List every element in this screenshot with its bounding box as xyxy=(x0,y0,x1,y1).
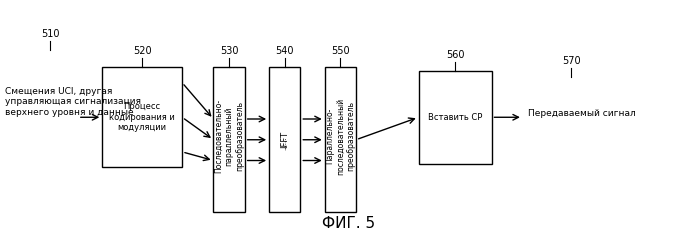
Text: ФИГ. 5: ФИГ. 5 xyxy=(322,216,376,231)
Text: Вставить CP: Вставить CP xyxy=(428,113,482,122)
Text: 540: 540 xyxy=(276,46,294,56)
Text: Процесс
кодирования и
модуляции: Процесс кодирования и модуляции xyxy=(110,102,175,132)
Text: 560: 560 xyxy=(446,50,464,60)
Text: 510: 510 xyxy=(40,29,59,39)
Text: 570: 570 xyxy=(562,56,581,66)
Text: ......: ...... xyxy=(226,136,232,150)
Text: 550: 550 xyxy=(331,46,350,56)
Text: Передаваемый сигнал: Передаваемый сигнал xyxy=(528,109,635,118)
FancyBboxPatch shape xyxy=(214,67,245,212)
Text: Параллельно-
последовательный
преобразователь: Параллельно- последовательный преобразов… xyxy=(325,98,355,175)
FancyBboxPatch shape xyxy=(325,67,356,212)
Text: IFFT: IFFT xyxy=(280,131,289,148)
Text: 530: 530 xyxy=(220,46,238,56)
Text: Смещения UCI, другая
управляющая сигнализация
верхнего уровня и данные: Смещения UCI, другая управляющая сигнали… xyxy=(5,87,141,117)
FancyBboxPatch shape xyxy=(102,67,182,167)
Text: Последовательно-
параллельный
преобразователь: Последовательно- параллельный преобразов… xyxy=(214,99,244,173)
Text: ......: ...... xyxy=(282,136,288,150)
Text: 520: 520 xyxy=(133,46,151,56)
FancyBboxPatch shape xyxy=(269,67,300,212)
FancyBboxPatch shape xyxy=(419,71,491,164)
